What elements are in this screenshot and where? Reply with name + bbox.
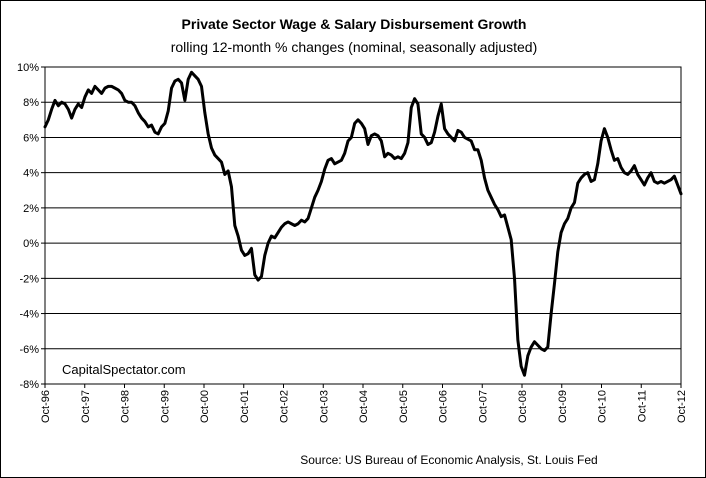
source-note: Source: US Bureau of Economic Analysis, … [300, 453, 597, 467]
x-tick-label: Oct-01 [239, 390, 251, 423]
y-tick-label: -2% [19, 273, 39, 285]
x-tick-label: Oct-03 [318, 390, 330, 423]
y-tick-label: -4% [19, 309, 39, 321]
x-tick-label: Oct-99 [159, 390, 171, 423]
y-tick-label: 6% [23, 132, 39, 144]
x-tick-label: Oct-98 [120, 390, 132, 423]
x-tick-label: Oct-11 [636, 390, 648, 422]
y-tick-label: 0% [23, 238, 39, 250]
series-line [43, 70, 683, 377]
chart-subtitle: rolling 12-month % changes (nominal, sea… [171, 39, 538, 55]
x-tick-label: Oct-00 [199, 390, 211, 423]
x-tick-label: Oct-07 [477, 390, 489, 423]
y-tick-label: 4% [23, 168, 39, 180]
x-tick-label: Oct-08 [517, 390, 529, 423]
x-tick-label: Oct-05 [398, 390, 410, 423]
x-tick-label: Oct-02 [279, 390, 291, 423]
x-tick-label: Oct-96 [40, 390, 52, 423]
x-tick-label: Oct-06 [438, 390, 450, 423]
y-axis-ticks: -8% -6% -4% -2% 0% 2% 4% 6% 8% 10% [17, 62, 45, 391]
y-tick-label: 8% [23, 97, 39, 109]
x-tick-label: Oct-04 [358, 390, 370, 423]
x-tick-label: Oct-09 [557, 390, 569, 423]
x-axis-ticks: Oct-96 Oct-97 Oct-98 Oct-99 Oct-00 Oct-01 Oct-… [40, 384, 688, 423]
chart-title: Private Sector Wage & Salary Disbursemen… [182, 16, 527, 32]
x-tick-label: Oct-97 [80, 390, 92, 423]
y-tick-label: 2% [23, 203, 39, 215]
watermark-text: CapitalSpectator.com [62, 362, 186, 377]
y-tick-label: 10% [17, 62, 39, 74]
y-tick-label: -6% [19, 344, 39, 356]
x-tick-label: Oct-12 [676, 390, 688, 423]
x-tick-label: Oct-10 [597, 390, 609, 423]
y-tick-label: -8% [19, 379, 39, 391]
